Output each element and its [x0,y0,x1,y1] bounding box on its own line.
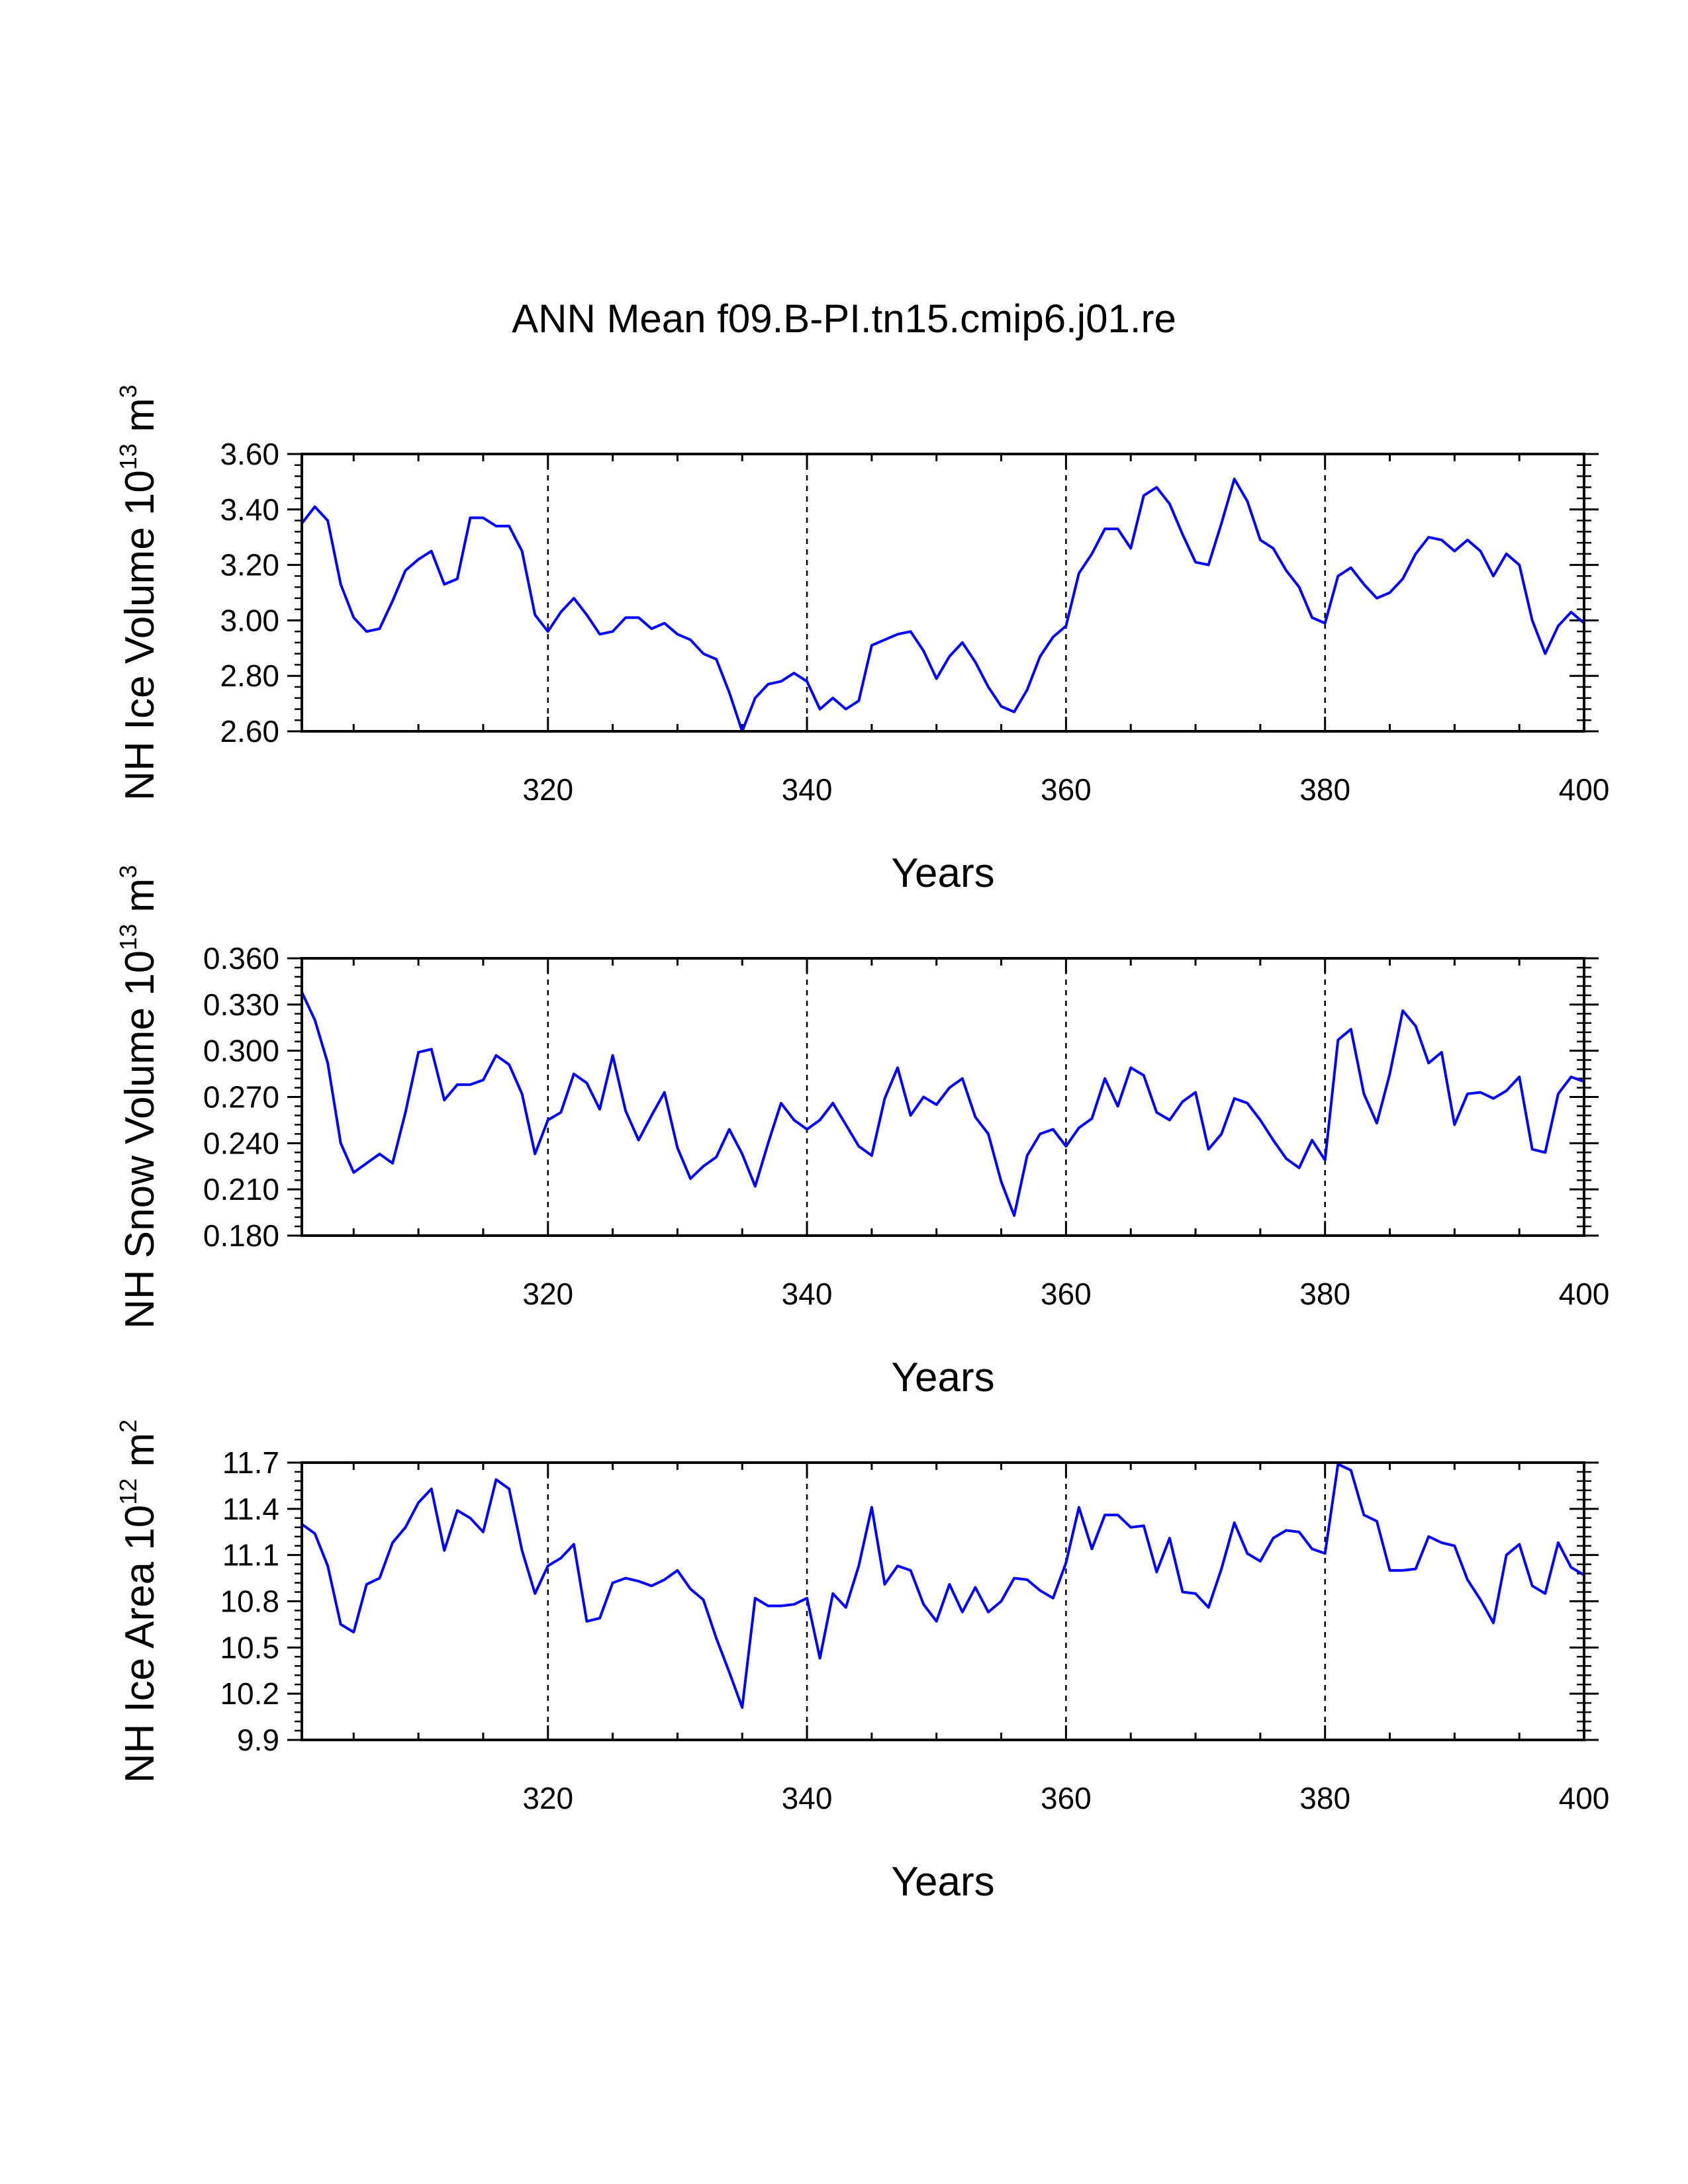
y-tick-label: 2.80 [220,659,279,693]
panel-ice-area: 320 340 360 380 400 9.9 10.2 10.5 10.8 11.1 11.4 11… [115,1420,1609,1905]
series-line [301,477,1585,733]
y-axis-title-text: NH Snow Volume 10 [117,950,163,1329]
plot-frame [301,1461,1585,1741]
chart-title: ANN Mean f09.B-PI.tn15.cmip6.j01.re [512,296,1176,341]
y-axis-title-unit-exponent: 2 [115,1420,142,1433]
y-tick-label: 2.60 [220,714,279,749]
x-tick-label: 340 [782,1781,833,1815]
x-tick-label: 340 [782,1277,833,1311]
x-axis-title: Years [891,1355,994,1400]
x-tick-label: 320 [522,1781,573,1815]
y-tick-label: 0.240 [203,1126,279,1160]
y-axis-title-text: NH Ice Volume 10 [117,470,163,801]
x-tick-label: 340 [782,772,833,807]
x-tick-label: 320 [522,772,573,807]
y-tick-label: 0.300 [203,1034,279,1068]
y-tick-label: 10.5 [220,1630,279,1664]
x-axis-title: Years [891,850,994,896]
x-tick-label: 380 [1299,1277,1350,1311]
x-axis-title: Years [891,1859,994,1905]
y-tick-label: 9.9 [237,1723,279,1757]
y-tick-label: 10.8 [220,1584,279,1619]
y-tick-label: 0.360 [203,941,279,976]
y-axis-title-unit: m [117,878,163,924]
x-tick-label: 380 [1299,772,1350,807]
x-tick-label: 360 [1041,1277,1092,1311]
y-axis-title-unit-exponent: 3 [115,865,142,878]
y-axis-title-exponent: 12 [115,1479,142,1505]
y-tick-label: 10.2 [220,1676,279,1711]
y-tick-label: 11.4 [222,1492,279,1526]
x-tick-label: 400 [1559,1277,1610,1311]
y-tick-label: 3.40 [220,492,279,527]
y-axis-title: NH Ice Volume 1013 m3 [115,385,163,801]
y-tick-label: 0.180 [203,1218,279,1253]
x-tick-label: 400 [1559,1781,1610,1815]
x-tick-label: 320 [522,1277,573,1311]
x-tick-label: 360 [1041,1781,1092,1815]
x-tick-label: 360 [1041,772,1092,807]
y-tick-label: 11.7 [222,1445,279,1480]
y-axis-title-unit: m [117,398,163,443]
y-tick-label: 3.60 [220,437,279,471]
panel-ice-volume: 320 340 360 380 400 2.60 2.80 3.00 3.20 3.40 3.60 Y… [115,385,1609,896]
y-tick-label: 0.270 [203,1080,279,1115]
y-tick-label: 11.1 [222,1538,279,1572]
plot-frame [301,957,1585,1237]
x-tick-label: 400 [1559,772,1610,807]
plot-frame [301,453,1585,733]
y-axis-title: NH Snow Volume 1013 m3 [115,865,163,1329]
panel-snow-volume: 320 340 360 380 400 0.180 0.210 0.240 0.270 0.300… [115,865,1609,1400]
y-tick-label: 0.330 [203,987,279,1022]
y-axis-title-unit-exponent: 3 [115,385,142,398]
series-line [301,991,1585,1217]
y-axis-title-exponent: 13 [115,443,142,470]
x-tick-label: 380 [1299,1781,1350,1815]
series-line [301,1463,1585,1709]
y-tick-label: 3.00 [220,603,279,637]
y-axis-title-exponent: 13 [115,924,142,950]
y-axis-title-text: NH Ice Area 10 [117,1505,163,1783]
y-axis-title: NH Ice Area 1012 m2 [115,1420,163,1783]
y-tick-label: 3.20 [220,548,279,582]
y-tick-label: 0.210 [203,1172,279,1206]
y-axis-title-unit: m [117,1433,163,1479]
